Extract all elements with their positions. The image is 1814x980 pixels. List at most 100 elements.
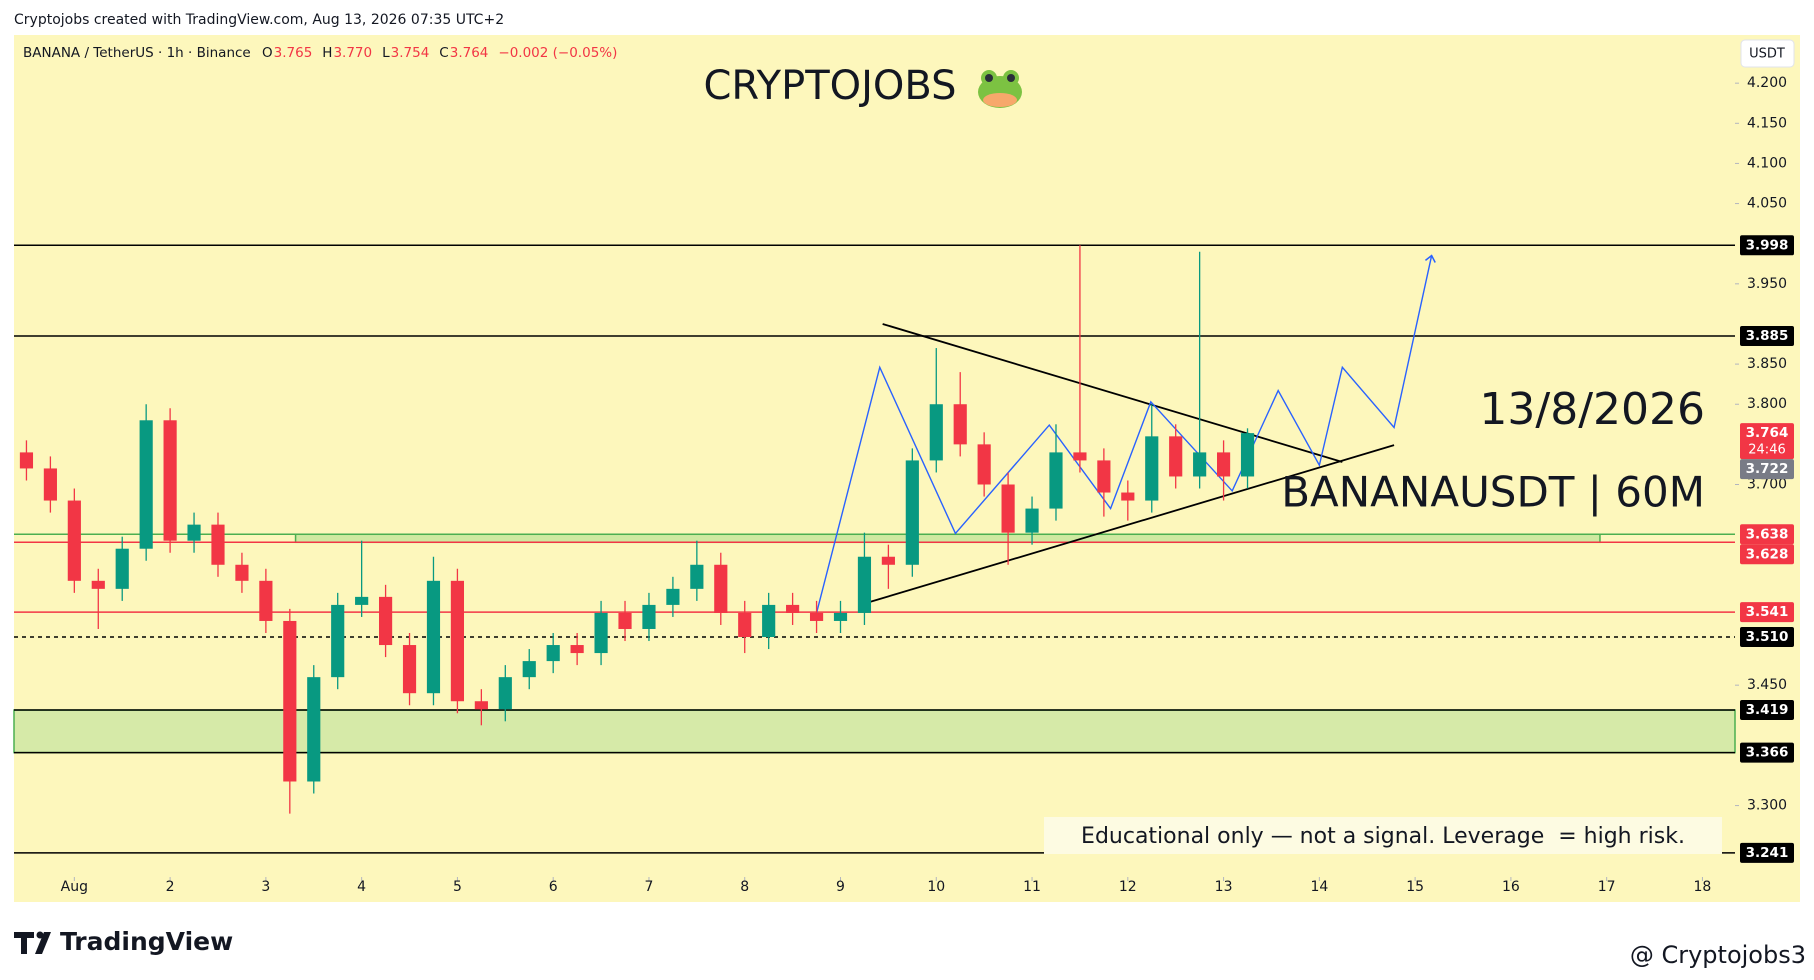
candle-body <box>307 677 321 782</box>
date-annotation: 13/8/2026 <box>1479 384 1705 435</box>
candle-body <box>331 604 345 678</box>
watermark: @ Cryptojobs3 <box>1630 941 1806 969</box>
frog-icon <box>978 70 1022 108</box>
candle-body <box>1025 508 1039 533</box>
price-label: 3.241 <box>1746 845 1789 861</box>
pair-annotation: BANANAUSDT | 60M <box>1281 468 1705 517</box>
y-tick-label: 3.800 <box>1747 396 1787 412</box>
x-tick-label: 16 <box>1502 879 1520 895</box>
candle-body <box>881 556 895 565</box>
candle-body <box>905 460 919 565</box>
x-tick-label: 10 <box>927 879 945 895</box>
tv-logo-icon <box>14 931 51 954</box>
x-tick-label: 13 <box>1215 879 1233 895</box>
price-label: 3.366 <box>1746 745 1789 761</box>
x-tick-label: 8 <box>740 879 749 895</box>
candle-body <box>1145 436 1159 501</box>
ohlc-value: 3.765 <box>274 45 313 61</box>
candle-body <box>211 524 225 565</box>
candle-body <box>91 580 105 589</box>
zone <box>13 709 1736 754</box>
symbol: BANANA / TetherUS · 1h · Binance <box>23 45 251 61</box>
price-label: 3.419 <box>1746 702 1789 718</box>
x-tick-label: 2 <box>166 879 175 895</box>
ohlc-value: 3.754 <box>391 45 430 61</box>
note-box <box>1044 817 1722 854</box>
candle-body <box>1169 436 1183 477</box>
candle-body <box>235 564 249 581</box>
candle-body <box>43 468 57 501</box>
ohlc-key: H <box>322 45 332 61</box>
candle-body <box>953 404 967 445</box>
candle-body <box>355 596 369 605</box>
price-label: 3.510 <box>1746 629 1789 645</box>
currency: USDT <box>1749 47 1785 62</box>
y-tick-label: 3.450 <box>1747 677 1787 693</box>
candle-body <box>163 420 177 541</box>
ohlc-key: L <box>382 45 390 61</box>
candle-body <box>1240 433 1255 477</box>
price-label-box <box>1740 627 1794 648</box>
candle-body <box>259 580 273 621</box>
candle-body <box>498 677 512 710</box>
ohlc-key: C <box>439 45 448 61</box>
plot: 4.200 4.150 4.100 4.050 3.950 3.850 3.800 3.700… <box>13 75 1794 895</box>
candle-body <box>833 612 848 621</box>
candle-body <box>1121 492 1135 501</box>
price-label-box <box>1740 544 1794 565</box>
candle-body <box>283 620 297 782</box>
ohlc-value: 3.770 <box>333 45 372 61</box>
y-tick-label: 4.200 <box>1747 75 1787 91</box>
legend: BANANA / TetherUS · 1h · Binance O 3.765 H… <box>23 45 617 61</box>
candle-body <box>714 564 728 613</box>
x-tick-label: 3 <box>261 879 270 895</box>
currency-box[interactable] <box>1740 39 1795 68</box>
countdown: 24:46 <box>1748 443 1785 458</box>
title: CRYPTOJOBS <box>703 63 956 109</box>
x-tick-label: 18 <box>1694 879 1712 895</box>
price-label: 3.885 <box>1746 328 1789 344</box>
y-tick-label: 3.950 <box>1747 276 1787 292</box>
candle-body <box>618 612 632 629</box>
projection-path <box>815 254 1436 614</box>
price-label: 3.628 <box>1746 546 1789 562</box>
ohlc-value: 3.764 <box>450 45 489 61</box>
disclaimer: Educational only — not a signal. Leverag… <box>1081 824 1685 849</box>
x-tick-label: 12 <box>1119 879 1137 895</box>
candle-body <box>929 404 943 461</box>
candle-body <box>379 596 393 646</box>
candle-body <box>474 701 488 710</box>
candle-body <box>786 604 800 613</box>
price-label: 3.722 <box>1746 461 1789 477</box>
candle-body <box>1217 452 1231 477</box>
y-tick-label: 3.300 <box>1747 798 1787 814</box>
price-label-box <box>1740 326 1794 347</box>
candle-body <box>402 645 417 694</box>
candle-body <box>450 580 465 702</box>
price-label: 3.764 <box>1746 425 1789 441</box>
candle-body <box>139 420 153 549</box>
candle-body <box>67 500 81 581</box>
y-tick-label: 4.100 <box>1747 155 1787 171</box>
zone <box>294 533 1601 544</box>
x-tick-label: Aug <box>61 879 88 895</box>
price-label-box <box>1740 524 1794 545</box>
y-tick-label: 4.150 <box>1747 115 1787 131</box>
x-tick-label: 4 <box>357 879 366 895</box>
price-label-box <box>1740 842 1794 863</box>
candle-body <box>857 556 872 613</box>
change: −0.002 (−0.05%) <box>498 45 617 61</box>
candle-body <box>1193 452 1207 477</box>
candle-body <box>570 645 584 654</box>
candle-body <box>1001 484 1015 533</box>
ohlc-key: O <box>262 45 273 61</box>
candle-body <box>19 452 34 469</box>
x-tick-label: 5 <box>453 879 462 895</box>
x-tick-label: 9 <box>836 879 845 895</box>
x-tick-label: 11 <box>1023 879 1041 895</box>
trendline <box>882 323 1343 463</box>
candle-body <box>738 612 752 638</box>
candle-body <box>522 661 536 678</box>
candle-body <box>690 564 704 589</box>
x-tick-label: 6 <box>549 879 558 895</box>
